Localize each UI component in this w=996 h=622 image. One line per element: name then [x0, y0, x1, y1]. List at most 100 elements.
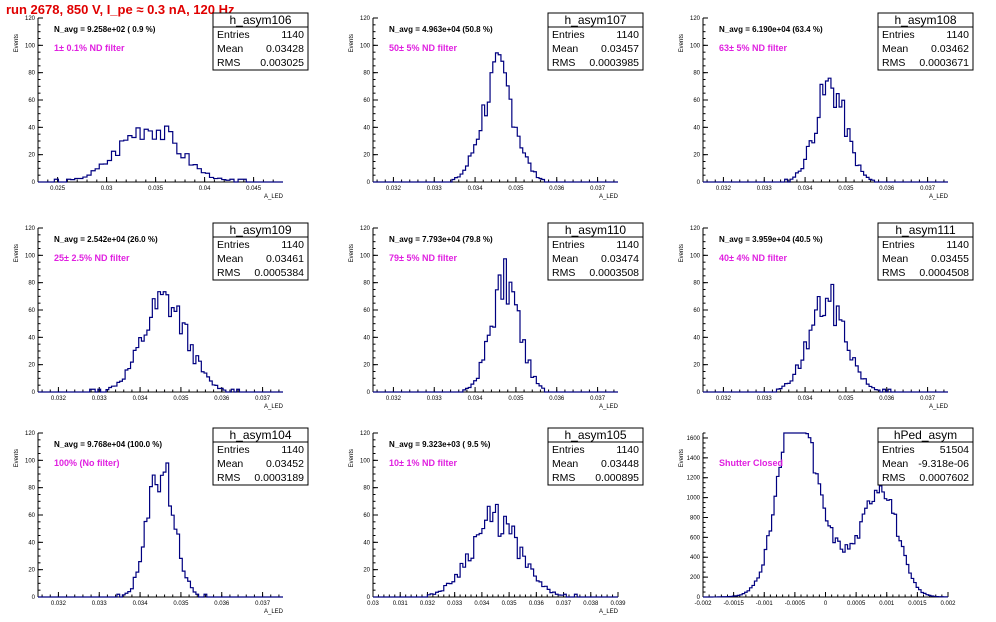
stats-value-rms: 0.0007602	[919, 472, 969, 484]
stats-value-mean: 0.03455	[931, 253, 969, 265]
x-axis-label: A_LED	[264, 194, 284, 200]
histogram-series	[373, 503, 618, 598]
stats-box	[877, 427, 974, 486]
y-tick-label: 0	[697, 390, 701, 396]
x-tick-label: 0.036	[879, 186, 895, 192]
y-tick-label: 20	[693, 363, 700, 369]
x-tick-label: -0.0005	[785, 601, 806, 607]
x-axis-label: A_LED	[264, 609, 284, 615]
y-tick-label: 40	[28, 125, 35, 131]
histogram-panel-h_asym105: 0 20 40 60 80 100 120 0.03 0.031 0.032 0.033 0.034 0…	[349, 427, 644, 615]
navg-label: N_avg = 9.323e+03 ( 9.5 %)	[389, 440, 491, 449]
stats-value-mean: 0.03428	[266, 43, 304, 55]
stats-value-entries: 1140	[946, 239, 969, 251]
x-tick-label: 0.032	[386, 186, 402, 192]
x-tick-label: 0.032	[51, 601, 67, 607]
y-tick-label: 60	[363, 98, 370, 104]
stats-box	[547, 427, 644, 486]
y-tick-label: 20	[363, 568, 370, 574]
histogram-name: h_asym107	[564, 13, 626, 27]
stats-value-entries: 1140	[281, 444, 304, 456]
y-tick-label: 120	[690, 16, 701, 22]
y-tick-label: 40	[693, 125, 700, 131]
x-tick-label: 0.033	[757, 186, 773, 192]
x-tick-label: 0.035	[148, 186, 164, 192]
y-tick-label: 60	[363, 513, 370, 519]
stats-label-mean: Mean	[217, 43, 243, 55]
stats-value-entries: 1140	[281, 239, 304, 251]
y-tick-label: 20	[363, 363, 370, 369]
stats-value-rms: 0.0004508	[919, 267, 969, 279]
y-tick-label: 0	[697, 595, 701, 601]
x-tick-label: 0.036	[549, 396, 565, 402]
y-tick-label: 100	[360, 458, 371, 464]
x-tick-label: 0.032	[716, 396, 732, 402]
filter-label: 10± 1% ND filter	[389, 458, 457, 468]
stats-box	[877, 222, 974, 281]
x-tick-label: 0.037	[920, 396, 936, 402]
x-axis-label: A_LED	[599, 609, 619, 615]
x-tick-label: 0.039	[610, 601, 626, 607]
histogram-series	[703, 283, 948, 393]
x-tick-label: 0.035	[173, 601, 189, 607]
x-tick-label: 0.034	[474, 601, 490, 607]
x-tick-label: 0.04	[199, 186, 211, 192]
x-tick-label: 0.035	[838, 186, 854, 192]
navg-label: N_avg = 3.959e+04 (40.5 %)	[719, 235, 823, 244]
stats-label-rms: RMS	[552, 472, 575, 484]
filter-label: Shutter Closed	[719, 458, 783, 468]
x-tick-label: 0.034	[468, 396, 484, 402]
stats-value-rms: 0.0005384	[254, 267, 304, 279]
y-tick-label: 80	[693, 71, 700, 77]
y-tick-label: 80	[28, 486, 35, 492]
x-tick-label: 0.033	[427, 396, 443, 402]
stats-value-rms: 0.0003508	[589, 267, 639, 279]
y-tick-label: 60	[28, 98, 35, 104]
stats-label-entries: Entries	[882, 239, 915, 251]
stats-label-entries: Entries	[552, 444, 585, 456]
y-tick-label: 80	[693, 281, 700, 287]
stats-label-rms: RMS	[217, 472, 240, 484]
y-tick-label: 0	[367, 180, 371, 186]
stats-box	[212, 12, 309, 71]
x-tick-label: 0.036	[879, 396, 895, 402]
y-tick-label: 100	[690, 43, 701, 49]
stats-label-rms: RMS	[217, 267, 240, 279]
navg-label: N_avg = 6.190e+04 (63.4 %)	[719, 25, 823, 34]
y-tick-label: 60	[363, 308, 370, 314]
x-tick-label: 0.03	[367, 601, 379, 607]
stats-box	[877, 12, 974, 71]
histogram-panel-hPed_asym: 0 200 400 600 800 1000 1200 1400 1600 -0.002 -0.00…	[679, 427, 974, 607]
y-axis-label: Events	[349, 449, 355, 467]
y-tick-label: 80	[363, 71, 370, 77]
stats-label-mean: Mean	[882, 43, 908, 55]
histogram-panel-h_asym108: 0 20 40 60 80 100 120 0.032 0.033 0.034 0.035 0.036…	[679, 12, 974, 200]
x-tick-label: 0.035	[173, 396, 189, 402]
run-title: run 2678, 850 V, I_pe ≈ 0.3 nA, 120 Hz	[6, 2, 235, 17]
x-tick-label: 0.038	[583, 601, 599, 607]
y-tick-label: 60	[693, 308, 700, 314]
y-tick-label: 20	[363, 153, 370, 159]
x-tick-label: 0.002	[940, 601, 956, 607]
y-tick-label: 100	[25, 458, 36, 464]
histogram-panel-h_asym106: 0 20 40 60 80 100 120 0.025 0.03 0.035 0.04 0.045 Ev…	[14, 12, 309, 200]
y-tick-label: 0	[697, 180, 701, 186]
y-tick-label: 80	[28, 71, 35, 77]
x-tick-label: 0.032	[51, 396, 67, 402]
stats-label-entries: Entries	[217, 444, 250, 456]
y-tick-label: 40	[28, 335, 35, 341]
filter-label: 25± 2.5% ND filter	[54, 253, 130, 263]
x-tick-label: 0.034	[798, 186, 814, 192]
filter-label: 50± 5% ND filter	[389, 43, 457, 53]
y-tick-label: 0	[32, 595, 36, 601]
stats-value-mean: 0.03462	[931, 43, 969, 55]
x-tick-label: 0.036	[529, 601, 545, 607]
y-tick-label: 80	[363, 486, 370, 492]
x-tick-label: -0.001	[756, 601, 774, 607]
y-tick-label: 60	[28, 308, 35, 314]
histogram-series	[703, 77, 948, 183]
stats-label-entries: Entries	[882, 29, 915, 41]
x-tick-label: 0.0015	[908, 601, 927, 607]
stats-label-rms: RMS	[217, 57, 240, 69]
